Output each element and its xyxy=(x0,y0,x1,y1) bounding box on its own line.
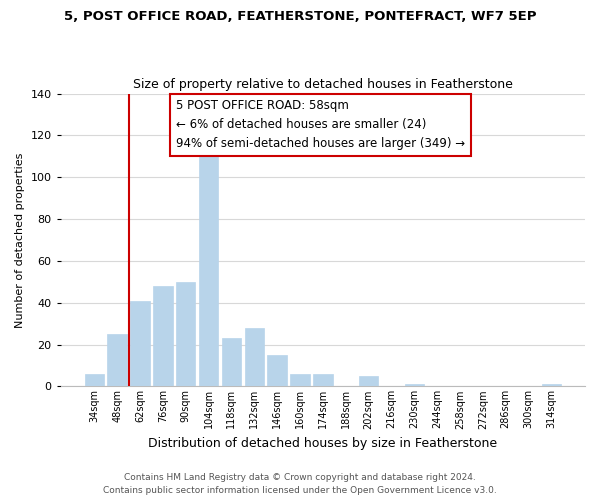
Bar xyxy=(268,355,287,386)
Text: 5, POST OFFICE ROAD, FEATHERSTONE, PONTEFRACT, WF7 5EP: 5, POST OFFICE ROAD, FEATHERSTONE, PONTE… xyxy=(64,10,536,23)
Bar xyxy=(290,374,310,386)
Bar xyxy=(176,282,196,387)
Bar xyxy=(221,338,241,386)
Y-axis label: Number of detached properties: Number of detached properties xyxy=(15,152,25,328)
X-axis label: Distribution of detached houses by size in Featherstone: Distribution of detached houses by size … xyxy=(148,437,497,450)
Bar xyxy=(245,328,264,386)
Bar xyxy=(107,334,127,386)
Bar xyxy=(199,140,218,386)
Text: Contains HM Land Registry data © Crown copyright and database right 2024.
Contai: Contains HM Land Registry data © Crown c… xyxy=(103,474,497,495)
Bar xyxy=(130,300,149,386)
Bar xyxy=(313,374,332,386)
Bar xyxy=(153,286,173,386)
Bar xyxy=(359,376,378,386)
Bar xyxy=(542,384,561,386)
Bar xyxy=(85,374,104,386)
Title: Size of property relative to detached houses in Featherstone: Size of property relative to detached ho… xyxy=(133,78,513,91)
Text: 5 POST OFFICE ROAD: 58sqm
← 6% of detached houses are smaller (24)
94% of semi-d: 5 POST OFFICE ROAD: 58sqm ← 6% of detach… xyxy=(176,100,465,150)
Bar xyxy=(404,384,424,386)
